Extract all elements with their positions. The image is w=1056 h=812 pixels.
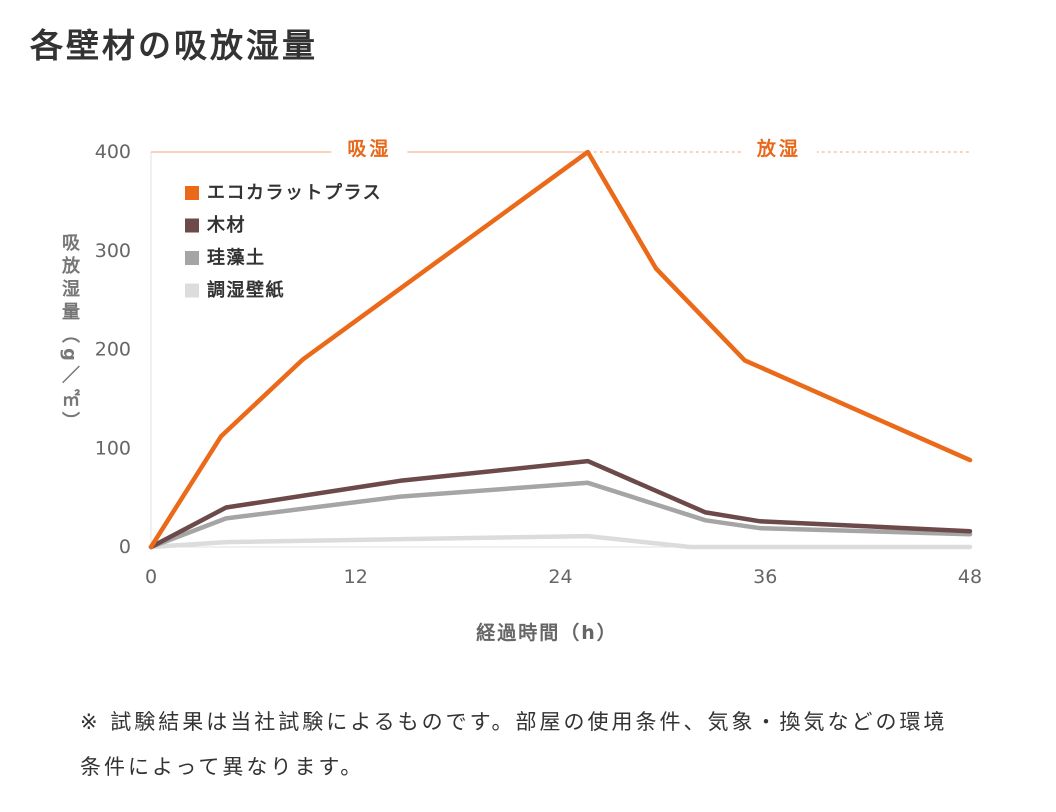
y-tick-label: 200 xyxy=(95,339,131,361)
legend-item: 調湿壁紙 xyxy=(185,279,285,301)
legend-label: 調湿壁紙 xyxy=(207,279,285,301)
page-title: 各壁材の吸放湿量 xyxy=(30,26,318,65)
legend-swatch xyxy=(185,251,199,265)
phase-label-gap xyxy=(331,138,408,166)
chart-phases: 吸湿 放湿 xyxy=(151,137,970,166)
phase-label: 吸湿 xyxy=(347,138,391,160)
y-tick-label: 0 xyxy=(119,536,131,558)
legend-label: エコカラットプラス xyxy=(207,182,382,204)
x-tick-label: 36 xyxy=(753,566,777,588)
footnote: ※ 試験結果は当社試験によるものです。部屋の使用条件、気象・換気などの環境 条件… xyxy=(80,700,948,790)
legend-item: 珪藻土 xyxy=(185,247,266,269)
chart-ticks: 0 100 200 300 400 0 12 24 36 48 xyxy=(95,141,982,588)
x-tick-label: 48 xyxy=(958,566,982,588)
x-axis-label: 経過時間（h） xyxy=(476,622,618,644)
legend-item: 木材 xyxy=(185,214,246,236)
legend-label: 珪藻土 xyxy=(207,247,266,269)
y-tick-label: 400 xyxy=(95,141,131,163)
series-line-3 xyxy=(148,480,973,550)
phase-label: 放湿 xyxy=(756,137,801,160)
footnote-line: 条件によって異なります。 xyxy=(80,755,365,779)
legend-label: 木材 xyxy=(206,214,246,236)
series-line-4 xyxy=(148,533,973,550)
legend-swatch xyxy=(185,186,199,200)
series-line-2 xyxy=(148,458,973,550)
x-tick-label: 0 xyxy=(145,566,157,588)
chart-series xyxy=(148,149,973,550)
legend-swatch xyxy=(185,283,199,298)
y-tick-label: 300 xyxy=(95,240,131,262)
x-tick-label: 24 xyxy=(548,566,572,588)
y-tick-label: 100 xyxy=(95,437,131,459)
legend-swatch xyxy=(185,218,199,233)
series-line-1 xyxy=(148,149,973,550)
chart-axes xyxy=(150,152,970,548)
y-axis-label: 吸放湿量（g／㎡） xyxy=(59,233,80,435)
phase-label-gap xyxy=(740,138,817,166)
legend-item: エコカラットプラス xyxy=(185,182,382,204)
footnote-line: ※ 試験結果は当社試験によるものです。部屋の使用条件、気象・換気などの環境 xyxy=(80,710,948,734)
x-tick-label: 12 xyxy=(344,566,368,588)
